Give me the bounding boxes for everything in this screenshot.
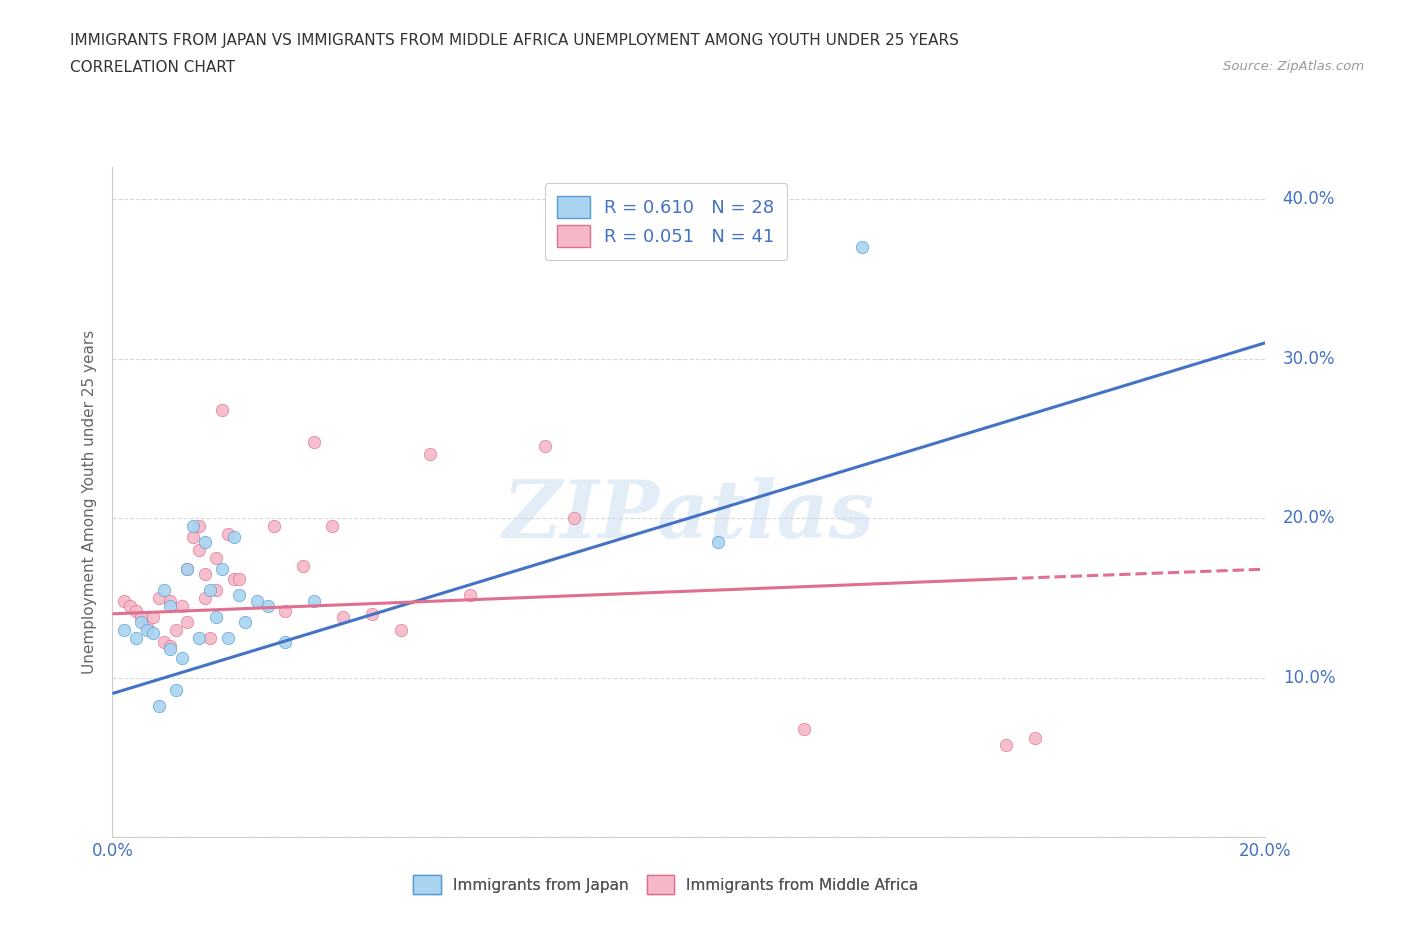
Point bbox=[124, 631, 146, 645]
Point bbox=[188, 631, 211, 645]
Point bbox=[159, 642, 181, 657]
Text: Source: ZipAtlas.com: Source: ZipAtlas.com bbox=[1223, 60, 1364, 73]
Point bbox=[205, 609, 228, 624]
Point bbox=[153, 635, 176, 650]
Point bbox=[148, 698, 170, 713]
Point bbox=[222, 571, 245, 586]
Point bbox=[170, 598, 193, 613]
Point bbox=[233, 615, 256, 630]
Point bbox=[458, 587, 481, 602]
Point bbox=[194, 566, 217, 581]
Point bbox=[419, 447, 441, 462]
Point bbox=[165, 683, 187, 698]
Point bbox=[194, 535, 217, 550]
Point bbox=[263, 519, 285, 534]
Point bbox=[170, 651, 193, 666]
Point bbox=[200, 631, 222, 645]
Text: IMMIGRANTS FROM JAPAN VS IMMIGRANTS FROM MIDDLE AFRICA UNEMPLOYMENT AMONG YOUTH : IMMIGRANTS FROM JAPAN VS IMMIGRANTS FROM… bbox=[70, 33, 959, 47]
Point bbox=[332, 609, 354, 624]
Point bbox=[274, 604, 297, 618]
Point bbox=[129, 615, 153, 630]
Point bbox=[291, 559, 314, 574]
Point bbox=[851, 240, 873, 255]
Point bbox=[165, 622, 187, 637]
Point bbox=[176, 615, 198, 630]
Point bbox=[217, 526, 239, 541]
Text: 10.0%: 10.0% bbox=[1282, 669, 1336, 686]
Point bbox=[228, 587, 250, 602]
Point bbox=[321, 519, 343, 534]
Text: CORRELATION CHART: CORRELATION CHART bbox=[70, 60, 235, 75]
Point bbox=[181, 530, 204, 545]
Point bbox=[706, 535, 728, 550]
Point bbox=[159, 598, 181, 613]
Point bbox=[181, 519, 204, 534]
Point bbox=[142, 609, 165, 624]
Point bbox=[148, 591, 170, 605]
Point bbox=[228, 571, 250, 586]
Point bbox=[176, 562, 198, 577]
Point bbox=[360, 606, 382, 621]
Point bbox=[217, 631, 239, 645]
Point bbox=[136, 619, 159, 634]
Legend: Immigrants from Japan, Immigrants from Middle Africa: Immigrants from Japan, Immigrants from M… bbox=[404, 866, 928, 903]
Point bbox=[257, 598, 280, 613]
Point bbox=[533, 439, 555, 454]
Text: ZIPatlas: ZIPatlas bbox=[503, 477, 875, 554]
Point bbox=[995, 737, 1018, 752]
Point bbox=[159, 638, 181, 653]
Point bbox=[1024, 731, 1046, 746]
Point bbox=[112, 593, 135, 608]
Point bbox=[159, 593, 181, 608]
Point bbox=[245, 593, 267, 608]
Point bbox=[136, 622, 159, 637]
Point bbox=[274, 635, 297, 650]
Y-axis label: Unemployment Among Youth under 25 years: Unemployment Among Youth under 25 years bbox=[82, 330, 97, 674]
Point bbox=[188, 519, 211, 534]
Point bbox=[188, 542, 211, 557]
Text: 30.0%: 30.0% bbox=[1282, 350, 1336, 367]
Point bbox=[304, 434, 326, 449]
Point bbox=[142, 626, 165, 641]
Text: 40.0%: 40.0% bbox=[1282, 191, 1336, 208]
Point bbox=[129, 609, 153, 624]
Point bbox=[205, 551, 228, 565]
Point bbox=[194, 591, 217, 605]
Point bbox=[211, 403, 233, 418]
Point bbox=[222, 530, 245, 545]
Point bbox=[118, 598, 141, 613]
Point bbox=[205, 582, 228, 597]
Point bbox=[793, 721, 815, 736]
Point bbox=[211, 562, 233, 577]
Point bbox=[562, 511, 585, 525]
Point bbox=[200, 582, 222, 597]
Text: 20.0%: 20.0% bbox=[1282, 509, 1336, 527]
Point bbox=[176, 562, 198, 577]
Point bbox=[153, 582, 176, 597]
Point bbox=[112, 622, 135, 637]
Point bbox=[124, 604, 146, 618]
Point bbox=[389, 622, 412, 637]
Point bbox=[304, 593, 326, 608]
